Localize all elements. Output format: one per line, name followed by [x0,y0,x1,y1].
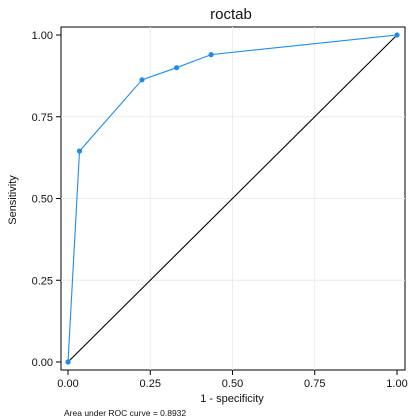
y-tick-label-2: 0.50 [32,194,53,206]
y-tick-label-1: 0.25 [32,275,53,287]
series-0-point-2 [139,77,145,83]
x-tick-label-0: 0.00 [57,378,78,390]
series-0-point-4 [208,52,214,58]
axes: 0.00 0.25 0.50 0.75 1.00 0.00 0.25 0.50 0.75 1.00 [32,30,408,390]
x-tick-label-3: 0.75 [304,378,325,390]
x-tick-label-4: 1.00 [386,378,407,390]
y-tick-label-4: 1.00 [32,30,53,42]
x-axis-title: 1 - specificity [200,393,264,405]
auc-note: Area under ROC curve = 0.8932 [64,408,186,418]
chart-title: roctab [210,6,252,23]
y-tick-label-0: 0.00 [32,357,53,369]
series-0-point-0 [65,359,71,365]
series-0-point-5 [394,32,400,38]
series-0-line [67,34,398,363]
y-tick-label-3: 0.75 [32,112,53,124]
series-1-line [67,34,398,363]
series-layer [65,32,400,365]
x-tick-label-1: 0.25 [140,378,161,390]
series-0-point-1 [76,148,83,154]
x-tick-label-2: 0.50 [222,378,243,390]
y-axis-title: Sensitivity [7,175,19,225]
series-0-point-3 [173,65,180,71]
